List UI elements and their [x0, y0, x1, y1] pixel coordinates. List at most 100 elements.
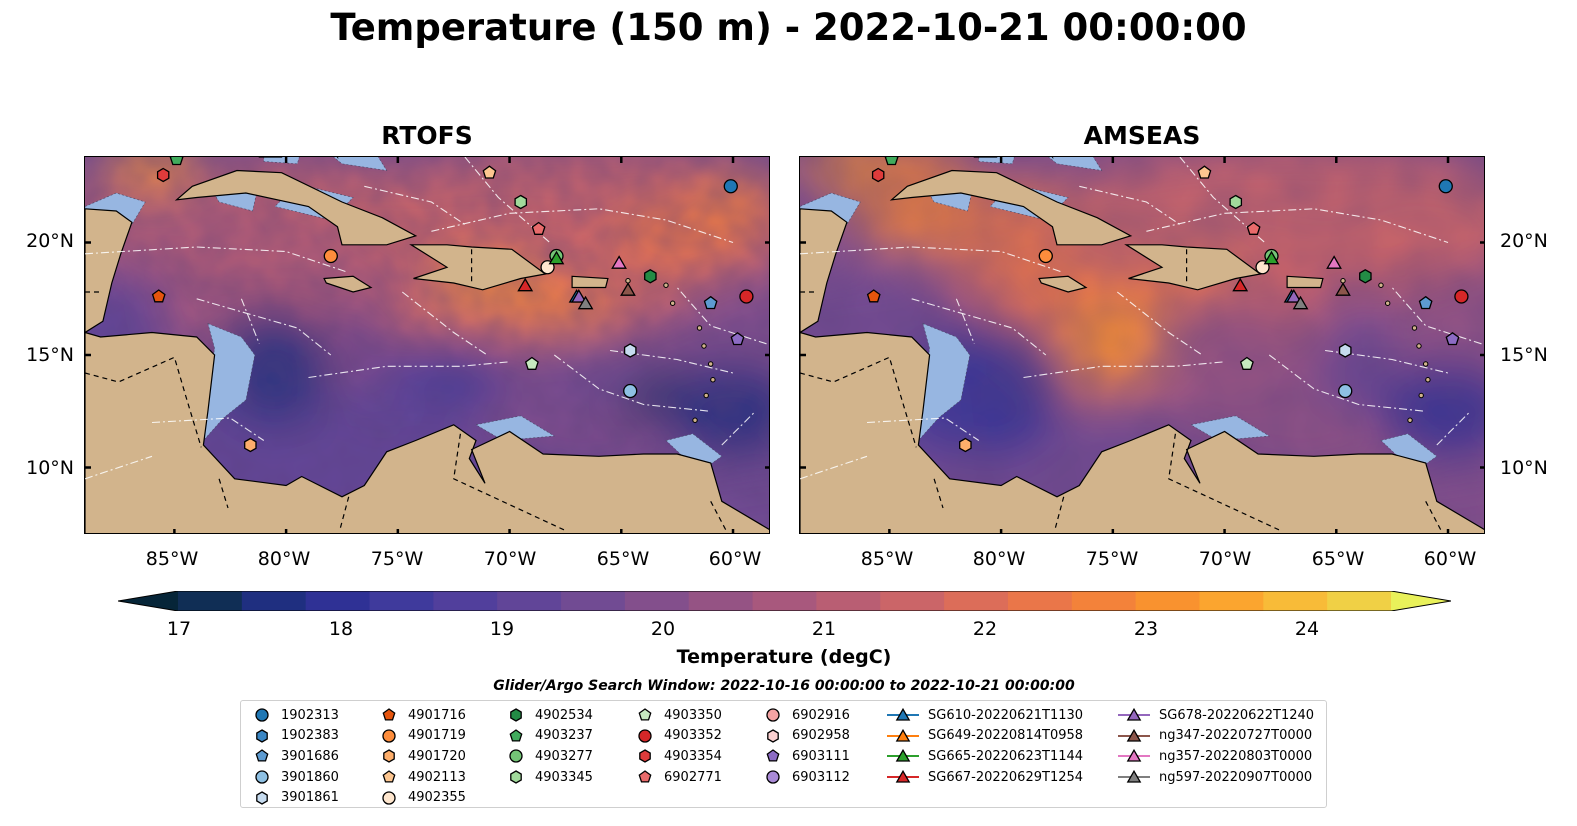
obs-marker-4901716[interactable] — [151, 289, 166, 303]
shallow-shelf — [1190, 415, 1271, 441]
legend-column: 4902534 4903237 4903277 4903345 — [505, 705, 593, 787]
colorbar-bin — [688, 591, 754, 611]
colorbar-bin — [1199, 591, 1264, 611]
obs-marker-ng347-20220727T0000[interactable] — [620, 282, 636, 296]
legend-symbol[interactable] — [255, 708, 269, 722]
obs-marker-3901860[interactable] — [1338, 383, 1353, 399]
obs-marker-4903354[interactable] — [156, 167, 170, 183]
legend-symbol[interactable] — [1126, 708, 1142, 721]
legend-symbol[interactable] — [638, 729, 652, 743]
legend-symbol[interactable] — [510, 708, 522, 723]
legend-marker-hexagon-icon — [510, 770, 522, 784]
obs-marker-4903352[interactable] — [1454, 289, 1469, 304]
obs-marker-4902113[interactable] — [482, 165, 497, 179]
legend-symbol[interactable] — [1126, 769, 1142, 783]
obs-marker-4901720[interactable] — [959, 437, 972, 453]
legend-item: ng597-20220907T0000 — [1117, 767, 1314, 788]
legend-symbol[interactable] — [895, 708, 911, 721]
obs-marker-SG667-20220629T1254[interactable] — [1232, 277, 1249, 292]
obs-marker-4903352[interactable] — [739, 289, 754, 304]
rtofs-temperature-map[interactable] — [84, 156, 770, 534]
lat-tick-right-15n: 15°N — [1500, 344, 1548, 366]
legend-symbol[interactable] — [1126, 728, 1142, 742]
obs-marker-1902313[interactable] — [1438, 179, 1453, 194]
lon-tick-80w: 80°W — [972, 548, 1026, 570]
obs-marker-4901716[interactable] — [866, 289, 881, 303]
island — [1422, 361, 1429, 367]
obs-marker-4903237[interactable] — [884, 157, 899, 166]
obs-marker-4903345[interactable] — [514, 194, 528, 210]
legend-symbol[interactable] — [766, 708, 780, 722]
obs-marker-6903111[interactable] — [730, 332, 745, 346]
legend-symbol[interactable] — [509, 749, 523, 764]
obs-marker-ng357-20220803T0000[interactable] — [1326, 255, 1342, 269]
obs-marker-SG667-20220629T1254[interactable] — [517, 277, 534, 292]
legend-symbol[interactable] — [767, 729, 779, 743]
landmass — [85, 331, 769, 533]
obs-marker-3901861[interactable] — [623, 343, 637, 358]
legend-marker-triangle-icon — [887, 769, 919, 783]
legend-symbol[interactable] — [895, 749, 911, 763]
legend-marker-triangle-icon — [1118, 728, 1150, 742]
eez-boundary — [308, 361, 510, 379]
legend-symbol[interactable] — [639, 749, 651, 764]
obs-marker-4903237[interactable] — [169, 157, 184, 166]
legend-symbol[interactable] — [638, 770, 652, 783]
obs-marker-4901720[interactable] — [244, 437, 257, 453]
obs-marker-1902313[interactable] — [723, 179, 738, 194]
legend-item: 6902771 — [634, 767, 722, 788]
obs-marker-ng347-20220727T0000[interactable] — [1335, 282, 1351, 296]
legend-symbol[interactable] — [382, 708, 396, 721]
legend-symbol[interactable] — [766, 770, 780, 784]
amseas-temperature-map[interactable] — [799, 156, 1485, 534]
legend-symbol[interactable] — [509, 729, 523, 742]
obs-marker-3901686[interactable] — [1418, 295, 1433, 310]
colorbar-bin — [433, 591, 498, 611]
obs-marker-ng597-20220907T0000[interactable] — [577, 295, 594, 310]
legend-symbol[interactable] — [1126, 749, 1142, 763]
obs-marker-4901719[interactable] — [1038, 248, 1053, 264]
obs-marker-4902534[interactable] — [1359, 269, 1372, 284]
legend-symbol[interactable] — [256, 729, 268, 743]
obs-marker-6902771[interactable] — [531, 221, 546, 235]
legend-symbol[interactable] — [895, 769, 911, 783]
legend-symbol[interactable] — [510, 770, 522, 784]
legend-symbol[interactable] — [255, 770, 269, 784]
obs-marker-3901860[interactable] — [623, 383, 638, 399]
colorbar-bin — [1007, 591, 1073, 611]
legend-label: 3901860 — [281, 769, 339, 785]
obs-marker-6903111[interactable] — [1445, 332, 1460, 346]
legend-symbol[interactable] — [766, 749, 780, 763]
legend-symbol[interactable] — [255, 749, 269, 763]
obs-marker-3901861[interactable] — [1338, 343, 1352, 358]
obs-marker-4903345[interactable] — [1229, 194, 1243, 210]
obs-marker-SG678-20220622T1240[interactable] — [1285, 288, 1302, 303]
obs-marker-SG665-20220623T1144[interactable] — [548, 250, 565, 265]
obs-marker-SG665-20220623T1144[interactable] — [1263, 250, 1280, 265]
legend-symbol[interactable] — [382, 791, 396, 805]
country-border — [1168, 433, 1281, 532]
legend-symbol[interactable] — [383, 749, 395, 764]
legend-symbol[interactable] — [638, 708, 652, 721]
legend-symbol[interactable] — [256, 790, 268, 805]
legend-symbol[interactable] — [895, 728, 911, 742]
landmass — [409, 244, 547, 291]
obs-marker-4903350[interactable] — [1239, 356, 1254, 370]
obs-marker-ng597-20220907T0000[interactable] — [1292, 295, 1309, 310]
obs-marker-6902771[interactable] — [1246, 221, 1261, 235]
legend-label: 6902771 — [664, 769, 722, 785]
obs-marker-3901686[interactable] — [703, 295, 718, 310]
island — [1378, 282, 1384, 288]
obs-marker-SG678-20220622T1240[interactable] — [570, 288, 587, 303]
obs-marker-4902113[interactable] — [1197, 165, 1212, 179]
obs-marker-4902534[interactable] — [644, 269, 657, 284]
obs-marker-4903350[interactable] — [524, 356, 539, 370]
legend-label: ng597-20220907T0000 — [1159, 769, 1313, 785]
legend-item: 4902355 — [378, 787, 466, 808]
obs-marker-4901719[interactable] — [323, 248, 338, 264]
legend-symbol[interactable] — [382, 770, 396, 783]
colorbar-tick: 19 — [489, 618, 515, 640]
obs-marker-4903354[interactable] — [871, 167, 885, 183]
legend-symbol[interactable] — [382, 729, 396, 743]
obs-marker-ng357-20220803T0000[interactable] — [611, 255, 627, 269]
